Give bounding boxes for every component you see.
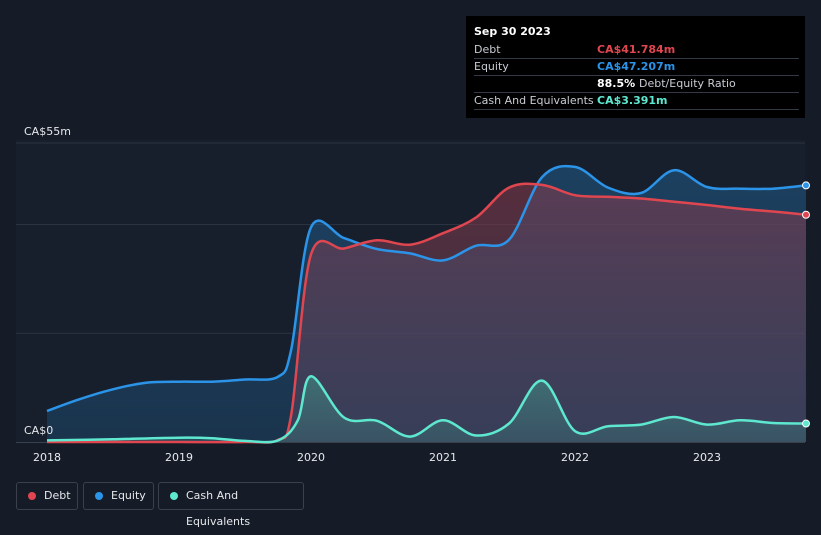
legend-cash-label: Cash And Equivalents: [186, 489, 251, 528]
series-endpoint-cash-and-equivalents: [802, 419, 810, 428]
x-tick-label: 2020: [297, 451, 325, 464]
tooltip-debt-value: CA$41.784m: [597, 43, 676, 56]
legend-debt-button[interactable]: Debt: [16, 482, 78, 510]
tooltip-ratio: 88.5% Debt/Equity Ratio: [597, 77, 736, 90]
tooltip-cash-label: Cash And Equivalents: [474, 94, 594, 107]
series-area-debt: [47, 183, 806, 443]
tooltip-equity-label: Equity: [474, 60, 509, 73]
tooltip-equity-value: CA$47.207m: [597, 60, 676, 73]
x-tick-label: 2023: [693, 451, 721, 464]
tooltip-row-debt: Debt CA$41.784m: [474, 41, 799, 59]
tooltip-date: Sep 30 2023: [474, 25, 551, 38]
series-endpoint-debt: [802, 210, 810, 219]
legend-equity-button[interactable]: Equity: [83, 482, 154, 510]
x-tick-label: 2021: [429, 451, 457, 464]
tooltip-cash-value: CA$3.391m: [597, 94, 668, 107]
tooltip-panel: Sep 30 2023 Debt CA$41.784m Equity CA$47…: [466, 16, 805, 118]
tooltip-debt-label: Debt: [474, 43, 501, 56]
legend-cash-button[interactable]: Cash And Equivalents: [158, 482, 304, 528]
tooltip-row-cash: Cash And Equivalents CA$3.391m: [474, 92, 799, 110]
series-line-cash-and-equivalents: [46, 374, 807, 444]
legend-debt-label: Debt: [44, 489, 71, 502]
x-tick-label: 2019: [165, 451, 193, 464]
series-line-equity: [46, 164, 807, 413]
legend-cash-dot-icon: [170, 492, 178, 500]
tooltip-ratio-label: Debt/Equity Ratio: [639, 77, 736, 90]
tooltip-row-ratio: 88.5% Debt/Equity Ratio: [474, 75, 799, 93]
legend-equity-dot-icon: [95, 492, 103, 500]
y-tick-label-zero: CA$0: [24, 424, 53, 437]
y-tick-label-max: CA$55m: [24, 125, 71, 138]
x-tick-label: 2022: [561, 451, 589, 464]
series-endpoint-equity: [802, 181, 810, 190]
tooltip-row-equity: Equity CA$47.207m: [474, 58, 799, 76]
tooltip-ratio-value: 88.5%: [597, 77, 636, 90]
legend-debt-dot-icon: [28, 492, 36, 500]
x-tick-label: 2018: [33, 451, 61, 464]
legend-equity-label: Equity: [111, 489, 146, 502]
